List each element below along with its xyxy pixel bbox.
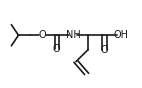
Text: NH: NH	[66, 30, 81, 40]
Text: O: O	[39, 30, 46, 40]
Text: O: O	[53, 44, 61, 54]
Text: OH: OH	[114, 30, 129, 40]
Text: O: O	[101, 45, 108, 55]
